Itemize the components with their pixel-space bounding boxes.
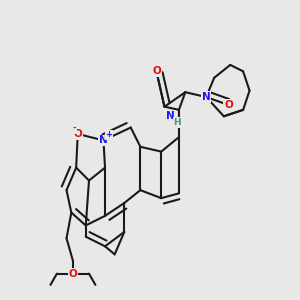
Text: H: H xyxy=(173,118,181,127)
Text: N: N xyxy=(202,92,211,102)
Text: O: O xyxy=(69,268,77,279)
Text: O: O xyxy=(152,66,161,76)
Text: -: - xyxy=(73,124,76,133)
Text: O: O xyxy=(74,129,82,139)
Text: N: N xyxy=(167,111,175,121)
Text: O: O xyxy=(224,100,233,110)
Text: N: N xyxy=(99,135,108,146)
Text: +: + xyxy=(105,130,112,140)
